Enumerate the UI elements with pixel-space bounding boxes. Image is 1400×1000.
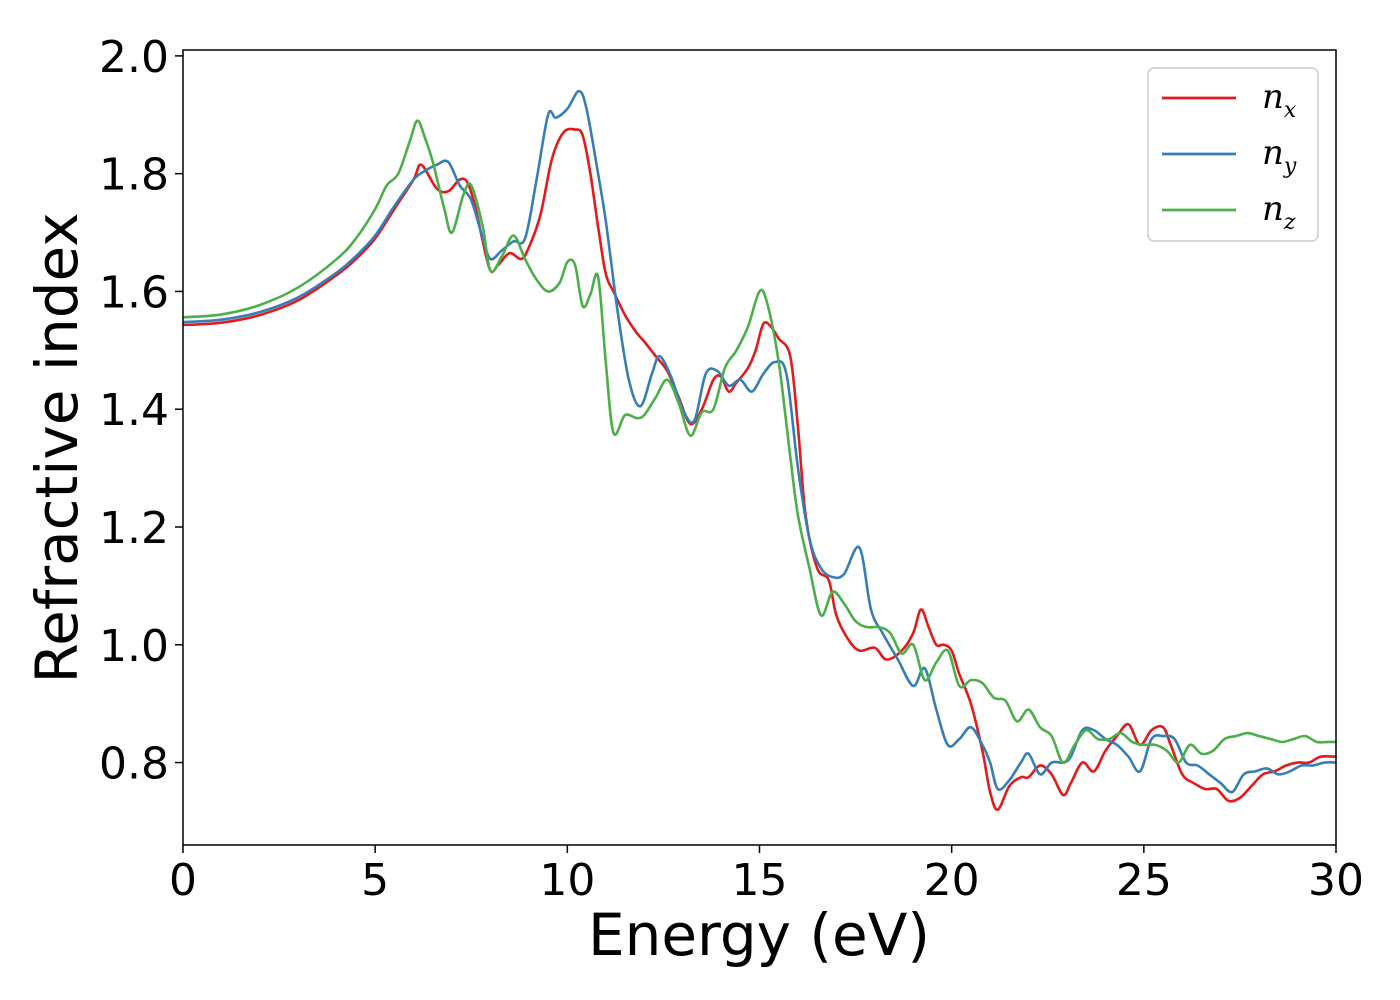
legend-label-z: nz — [1262, 189, 1296, 235]
legend-label-y: ny — [1262, 133, 1297, 179]
legend-label-subscript: y — [1283, 154, 1297, 179]
legend-label-subscript: x — [1284, 98, 1297, 123]
x-axis-ticks: 0 5 10 15 20 25 30 — [169, 845, 1364, 906]
y-tick-label: 1.4 — [99, 385, 169, 436]
y-tick-label: 1.8 — [99, 150, 169, 201]
y-tick-label: 1.0 — [99, 621, 169, 672]
x-tick-label: 10 — [539, 855, 595, 906]
legend-label-base: n — [1262, 189, 1284, 229]
y-tick-label: 0.8 — [99, 739, 169, 790]
x-tick-label: 5 — [361, 855, 389, 906]
x-tick-label: 20 — [924, 855, 980, 906]
x-tick-label: 0 — [169, 855, 197, 906]
x-tick-label: 15 — [732, 855, 788, 906]
series-line-z — [183, 119, 1336, 764]
legend-label-base: n — [1262, 77, 1284, 117]
x-tick-label: 25 — [1116, 855, 1172, 906]
y-tick-label: 2.0 — [99, 32, 169, 83]
x-axis-label: Energy (eV) — [588, 901, 930, 969]
legend-label-x: nx — [1262, 77, 1297, 123]
legend-label-base: n — [1262, 133, 1284, 173]
x-tick-label: 30 — [1308, 855, 1364, 906]
y-tick-label: 1.6 — [99, 267, 169, 318]
y-axis-label: Refractive index — [23, 212, 91, 683]
series-layer — [183, 89, 1336, 811]
y-tick-label: 1.2 — [99, 503, 169, 554]
legend-label-subscript: z — [1283, 210, 1296, 235]
y-axis-ticks: 0.8 1.0 1.2 1.4 1.6 1.8 2.0 — [99, 32, 183, 790]
series-line-y — [183, 89, 1336, 794]
